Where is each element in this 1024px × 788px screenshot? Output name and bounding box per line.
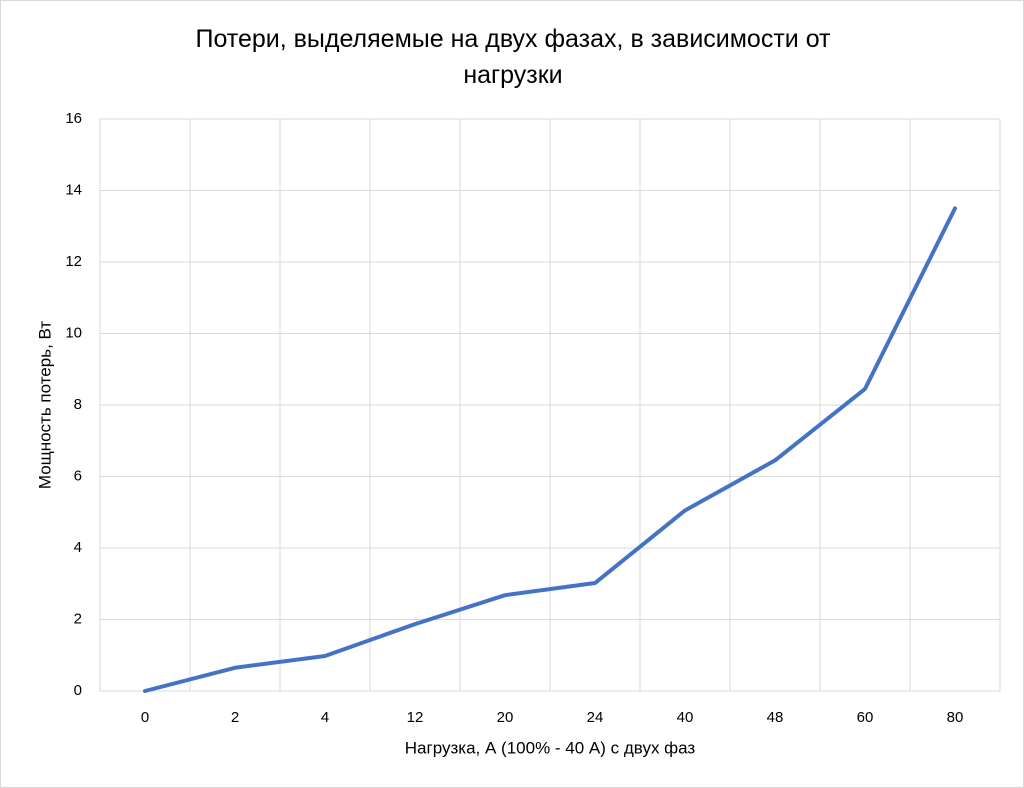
y-tick-label: 0	[74, 682, 82, 699]
y-tick-label: 2	[74, 610, 82, 627]
x-tick-label: 0	[141, 709, 149, 726]
y-tick-label: 12	[65, 253, 82, 270]
x-tick-label: 24	[587, 709, 604, 726]
x-tick-label: 80	[947, 709, 964, 726]
x-tick-label: 48	[767, 709, 784, 726]
y-tick-label: 8	[74, 396, 82, 413]
x-tick-label: 60	[857, 709, 874, 726]
x-tick-label: 12	[407, 709, 424, 726]
x-tick-label: 40	[677, 709, 694, 726]
chart-title: Потери, выделяемые на двух фазах, в зави…	[195, 25, 831, 89]
y-tick-label: 4	[74, 539, 82, 556]
y-tick-label: 16	[65, 110, 82, 127]
x-axis-label: Нагрузка, А (100% - 40 А) с двух фаз	[405, 738, 696, 757]
y-tick-label: 6	[74, 467, 82, 484]
x-tick-label: 2	[231, 709, 239, 726]
y-tick-label: 10	[65, 324, 82, 341]
y-axis-label: Мощность потерь, Вт	[35, 321, 54, 489]
y-tick-label: 14	[65, 181, 82, 198]
x-tick-label: 20	[497, 709, 514, 726]
x-tick-label: 4	[321, 709, 329, 726]
data-line	[143, 206, 957, 693]
